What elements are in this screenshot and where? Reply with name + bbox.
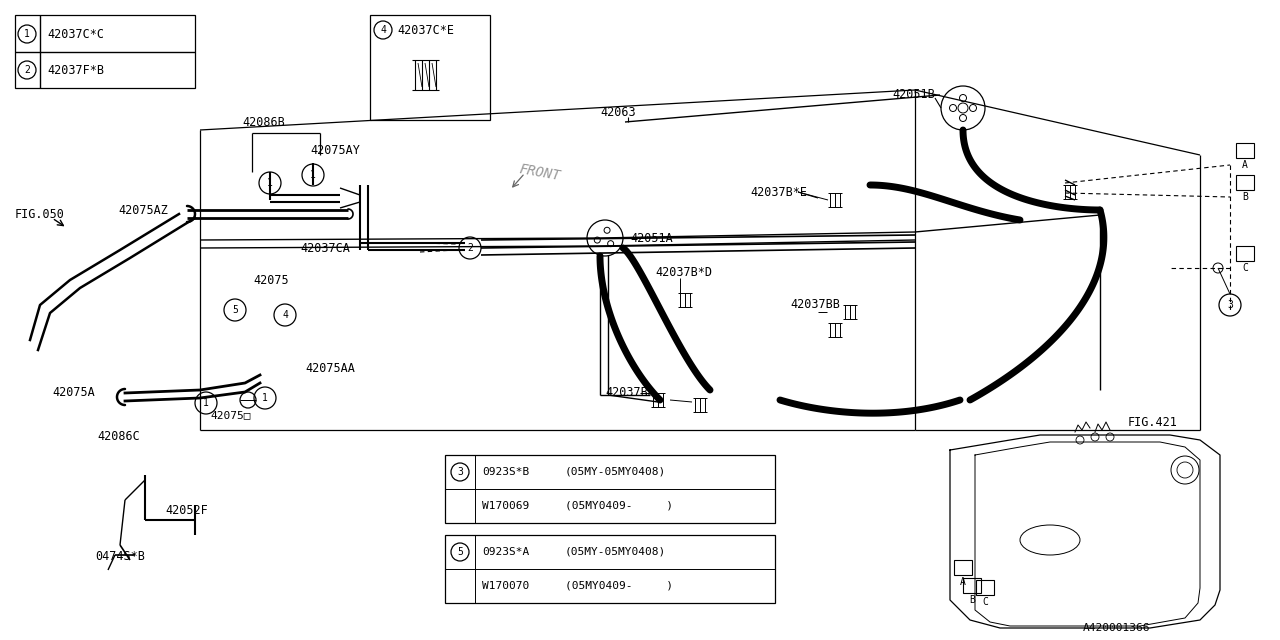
Text: A: A (960, 577, 966, 587)
Text: B: B (1242, 192, 1248, 202)
Text: (05MY-05MY0408): (05MY-05MY0408) (564, 547, 667, 557)
Bar (1236, 175, 1254, 189)
Text: W170069: W170069 (483, 501, 529, 511)
Text: A: A (1242, 160, 1248, 170)
Text: 42037C*C: 42037C*C (47, 28, 104, 40)
Bar (954, 559, 972, 575)
Bar (370, 15, 490, 120)
Text: 42037BA: 42037BA (605, 387, 655, 399)
Bar (977, 579, 995, 595)
Text: 1: 1 (24, 29, 29, 39)
Text: 42075AA: 42075AA (305, 362, 355, 374)
Text: C: C (982, 597, 988, 607)
Text: A420001366: A420001366 (1083, 623, 1149, 633)
Text: 42037F*B: 42037F*B (47, 63, 104, 77)
Text: 1: 1 (204, 398, 209, 408)
Text: C: C (1242, 263, 1248, 273)
Text: 2: 2 (24, 65, 29, 75)
Text: 0923S*A: 0923S*A (483, 547, 529, 557)
Text: 42037BB: 42037BB (790, 298, 840, 312)
Text: W170070: W170070 (483, 581, 529, 591)
Text: 2: 2 (467, 243, 472, 253)
Text: 1: 1 (268, 178, 273, 188)
Text: 42037CA: 42037CA (300, 241, 349, 255)
Bar (1236, 143, 1254, 157)
Bar (445, 455, 774, 523)
Text: 0923S*B: 0923S*B (483, 467, 529, 477)
Text: 3: 3 (457, 467, 463, 477)
Text: 42037C*E: 42037C*E (397, 24, 454, 36)
Text: 42051B: 42051B (892, 88, 934, 102)
Text: 42086C: 42086C (97, 431, 140, 444)
Bar (15, 15, 195, 88)
Text: 42075: 42075 (253, 273, 288, 287)
Text: FIG.050: FIG.050 (15, 209, 65, 221)
Text: 1: 1 (310, 170, 316, 180)
Text: 1: 1 (262, 393, 268, 403)
Text: 42037B*E: 42037B*E (750, 186, 806, 198)
Text: 4: 4 (380, 25, 387, 35)
Text: 3: 3 (1228, 300, 1233, 310)
Text: (05MY-05MY0408): (05MY-05MY0408) (564, 467, 667, 477)
Text: 42075A: 42075A (52, 387, 95, 399)
Text: 42063: 42063 (600, 106, 636, 118)
Text: 42086B: 42086B (242, 116, 284, 129)
Bar (1236, 246, 1254, 260)
Text: (05MY0409-     ): (05MY0409- ) (564, 581, 673, 591)
Text: (05MY0409-     ): (05MY0409- ) (564, 501, 673, 511)
Text: 4: 4 (282, 310, 288, 320)
Text: 42075□: 42075□ (210, 410, 251, 420)
Text: 5: 5 (457, 547, 463, 557)
Text: 42075AY: 42075AY (310, 143, 360, 157)
Text: 42052F: 42052F (165, 504, 207, 516)
Text: 5: 5 (232, 305, 238, 315)
Text: 0474S*B: 0474S*B (95, 550, 145, 563)
Text: B: B (969, 595, 975, 605)
Text: FIG.421: FIG.421 (1128, 415, 1178, 429)
Text: 42037B*D: 42037B*D (655, 266, 712, 278)
Bar (963, 577, 980, 593)
Text: 42075AZ: 42075AZ (118, 204, 168, 216)
Text: FRONT: FRONT (518, 163, 562, 184)
Bar (445, 535, 774, 603)
Text: 42051A: 42051A (630, 232, 673, 244)
